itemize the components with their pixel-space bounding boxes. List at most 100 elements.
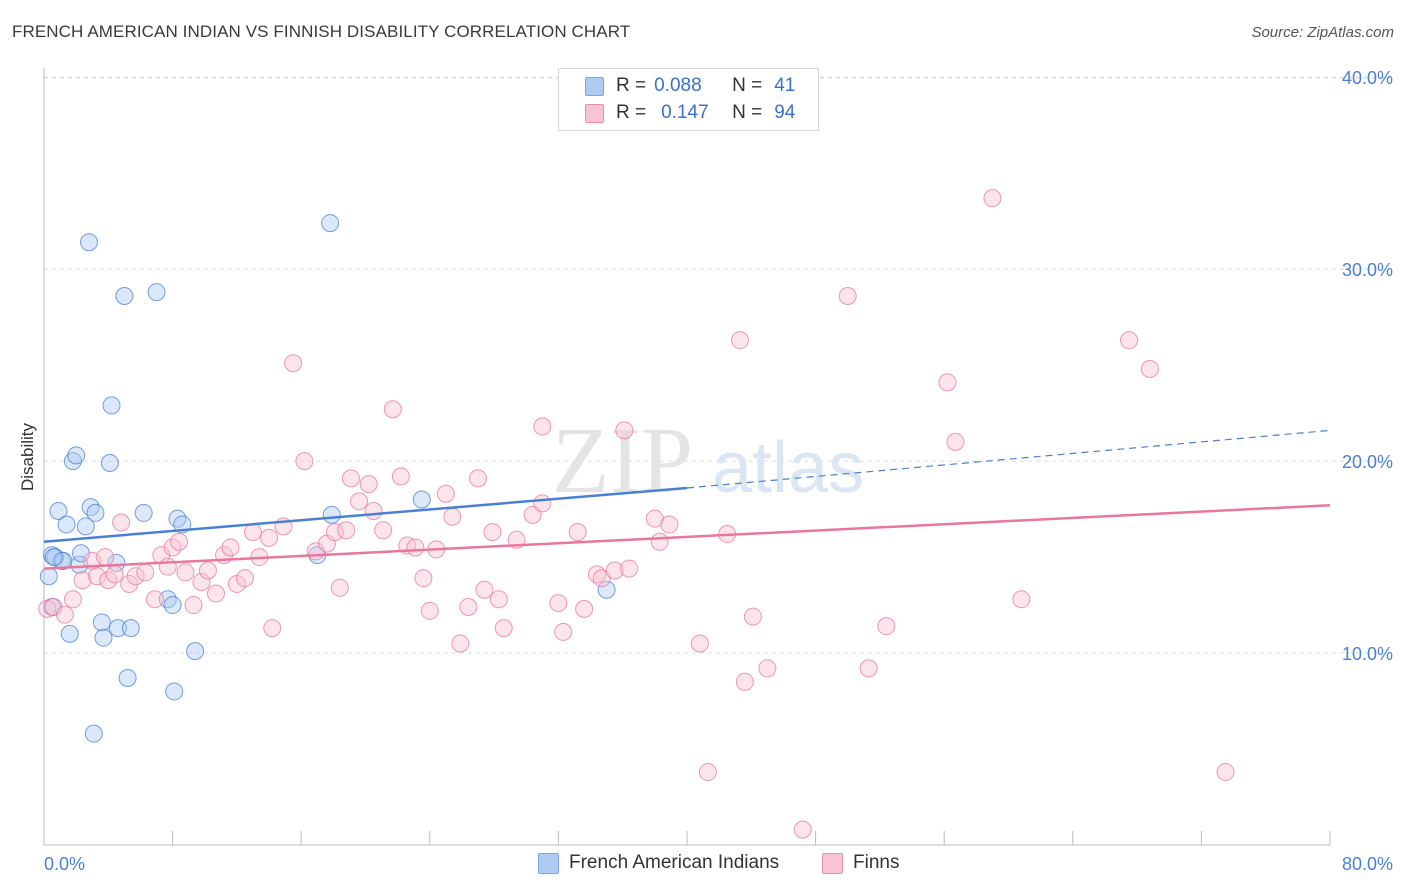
point-finns bbox=[176, 563, 195, 582]
point-finns bbox=[235, 569, 254, 588]
point-finns bbox=[554, 622, 573, 641]
point-french-american-indians bbox=[186, 642, 205, 661]
stats-legend: R = 0.088 N = 41 R = 0.147 N = 94 bbox=[558, 68, 819, 131]
legend-swatch-pink bbox=[585, 103, 604, 123]
point-french-american-indians bbox=[147, 283, 166, 302]
point-finns bbox=[983, 189, 1002, 208]
point-finns bbox=[475, 580, 494, 599]
point-french-american-indians bbox=[321, 214, 340, 233]
point-finns bbox=[436, 484, 455, 503]
legend-n-label: N = bbox=[732, 75, 763, 96]
y-tick-label: 30.0% bbox=[1342, 260, 1393, 280]
point-finns bbox=[420, 601, 439, 620]
point-finns bbox=[443, 507, 462, 526]
point-finns bbox=[838, 287, 857, 306]
point-french-american-indians bbox=[81, 498, 100, 517]
point-french-american-indians bbox=[57, 515, 76, 534]
point-french-american-indians bbox=[76, 517, 95, 536]
point-finns bbox=[350, 492, 369, 511]
point-french-american-indians bbox=[63, 452, 82, 471]
bottom-legend-label: Finns bbox=[853, 852, 900, 873]
point-french-american-indians bbox=[107, 553, 126, 572]
point-finns bbox=[620, 559, 639, 578]
trend-lines bbox=[43, 429, 1331, 570]
point-finns bbox=[946, 432, 965, 451]
point-finns bbox=[364, 502, 383, 521]
bottom-legend-swatch-pink bbox=[822, 852, 843, 874]
legend-n-label: N = bbox=[732, 102, 763, 123]
y-axis-title: Disability bbox=[18, 422, 37, 491]
point-finns bbox=[330, 578, 349, 597]
point-finns bbox=[207, 584, 226, 603]
point-finns bbox=[690, 634, 709, 653]
y-tick-label: 40.0% bbox=[1342, 68, 1393, 88]
point-finns bbox=[406, 538, 425, 557]
chart-title: FRENCH AMERICAN INDIAN VS FINNISH DISABI… bbox=[12, 22, 631, 41]
point-french-american-indians bbox=[165, 682, 184, 701]
point-finns bbox=[391, 467, 410, 486]
point-french-american-indians bbox=[49, 502, 68, 521]
point-french-american-indians bbox=[39, 567, 58, 586]
point-finns bbox=[414, 569, 433, 588]
legend-row-french-american-indians: R = 0.088 N = 41 bbox=[585, 74, 795, 98]
point-finns bbox=[342, 469, 361, 488]
point-finns bbox=[192, 573, 211, 592]
x-tick-label-max: 80.0% bbox=[1342, 854, 1393, 874]
point-finns bbox=[877, 617, 896, 636]
point-finns bbox=[198, 561, 217, 580]
bottom-legend-finns: Finns bbox=[822, 852, 899, 874]
point-finns bbox=[605, 561, 624, 580]
gridlines bbox=[44, 76, 1392, 654]
point-finns bbox=[38, 599, 57, 618]
point-french-american-indians bbox=[102, 396, 121, 415]
point-finns bbox=[184, 596, 203, 615]
point-french-american-indians bbox=[168, 509, 187, 528]
point-french-american-indians bbox=[158, 590, 177, 609]
point-finns bbox=[105, 565, 124, 584]
legend-row-finns: R = 0.147 N = 94 bbox=[585, 101, 795, 125]
point-finns bbox=[549, 594, 568, 613]
point-finns bbox=[735, 672, 754, 691]
point-finns bbox=[793, 820, 812, 839]
point-finns bbox=[489, 590, 508, 609]
x-tick-label-min: 0.0% bbox=[44, 854, 85, 874]
point-finns bbox=[243, 523, 262, 542]
trend-line-french-american-indians bbox=[43, 486, 688, 543]
point-french-american-indians bbox=[134, 503, 153, 522]
point-finns bbox=[112, 513, 131, 532]
point-finns bbox=[483, 523, 502, 542]
watermark: ZIP atlas bbox=[552, 409, 864, 513]
point-finns bbox=[73, 571, 92, 590]
point-finns bbox=[938, 373, 957, 392]
y-tick-labels: 10.0% 20.0% 30.0% 40.0% bbox=[1342, 68, 1393, 664]
point-finns bbox=[260, 528, 279, 547]
point-finns bbox=[337, 521, 356, 540]
point-finns bbox=[698, 763, 717, 782]
point-finns bbox=[325, 523, 344, 542]
point-finns bbox=[533, 417, 552, 436]
point-finns bbox=[158, 557, 177, 576]
point-french-american-indians bbox=[94, 628, 113, 647]
point-finns bbox=[1140, 359, 1159, 378]
point-finns bbox=[1120, 331, 1139, 350]
point-french-american-indians bbox=[84, 724, 103, 743]
legend-r-value: 0.147 bbox=[661, 102, 709, 123]
point-french-american-indians bbox=[121, 619, 140, 638]
point-finns bbox=[126, 567, 145, 586]
point-finns bbox=[295, 452, 314, 471]
point-finns bbox=[731, 331, 750, 350]
point-french-american-indians bbox=[100, 454, 119, 473]
point-finns bbox=[120, 574, 139, 593]
bottom-legend-label: French American Indians bbox=[569, 852, 780, 873]
bottom-legend-french-american-indians: French American Indians bbox=[538, 852, 779, 874]
point-finns bbox=[359, 475, 378, 494]
point-finns bbox=[758, 659, 777, 678]
point-french-american-indians bbox=[118, 669, 137, 688]
legend-swatch-blue bbox=[585, 76, 604, 96]
point-finns bbox=[494, 619, 513, 638]
y-tick-label: 20.0% bbox=[1342, 452, 1393, 472]
point-french-american-indians bbox=[115, 287, 134, 306]
point-french-american-indians bbox=[597, 580, 616, 599]
legend-n-value: 41 bbox=[774, 75, 796, 96]
legend-r-value: 0.088 bbox=[654, 75, 702, 96]
